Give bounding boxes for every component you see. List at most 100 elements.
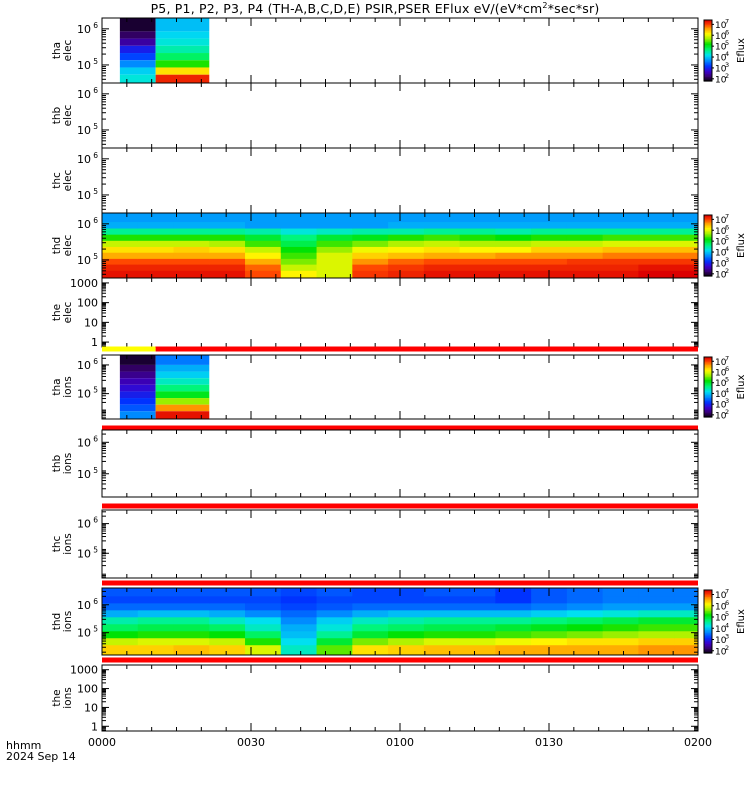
spectrogram-cell [423,588,461,597]
spectrogram-cell [316,240,353,248]
colorbar-segment [704,393,712,396]
spectrogram-cell [155,411,210,419]
y-tick-label: 1000 [70,664,98,677]
colorbar-segment [704,406,712,409]
colorbar-segment [704,623,712,626]
spectrogram-cell [566,638,604,646]
spectrogram-cell [388,234,425,242]
colorbar-segment [704,361,712,364]
quality-flag-bar [102,425,698,431]
spectrogram-cell [245,258,282,266]
spectrogram-cell [352,258,389,266]
spectrogram-cell [423,240,461,248]
panel-ylabel: thdelec [51,234,74,256]
spectrogram-cell [602,246,639,254]
y-tick-exponent: 5 [93,122,98,131]
spectrogram-cell [566,264,604,272]
colorbar-segment [704,596,712,599]
spectrogram-cell [674,645,698,655]
spectrogram-cell [209,258,246,266]
colorbar-segment [704,610,712,613]
colorbar-segment [704,379,712,382]
colorbar-segment [704,62,712,65]
spectrogram-cell [531,631,568,639]
colorbar-tick-label: 10 [715,216,727,226]
colorbar-tick-exponent: 7 [725,212,729,220]
panel-ylabel-line: the [51,304,63,321]
spectrogram-cell [316,258,353,266]
spectrogram-cell [602,603,639,611]
colorbar-segment [704,613,712,616]
spectrogram-cell [423,252,461,260]
spectrogram-cell [566,222,604,230]
spectrogram-cell [102,617,139,625]
colorbar-segment [704,358,712,361]
spectrogram-cell [173,624,210,632]
spectrogram-cell [352,213,389,223]
spectrogram-cell [245,270,282,278]
colorbar-segment [704,269,712,273]
spectrogram-cell [602,617,639,625]
y-tick-label: 10 [77,599,91,612]
spectrogram-cell [495,240,532,248]
spectrogram-cell [155,45,210,54]
quality-flag-bar [102,346,156,352]
spectrogram-cell [102,638,139,646]
colorbar-segment [704,364,712,367]
colorbar-segment [704,363,712,366]
spectrogram-cell [173,222,210,230]
colorbar-tick-label: 10 [715,259,727,269]
y-tick-label: 10 [77,254,91,267]
colorbar-segment [704,236,712,239]
spectrogram-cell [280,610,318,618]
spectrogram-cell [352,631,389,639]
colorbar-tick-exponent: 4 [725,245,729,253]
spectrogram-cell [352,222,389,230]
spectrogram-cell [280,228,318,236]
colorbar-label: Eflux [736,609,747,634]
y-tick-label: 10 [77,59,91,72]
spectrogram-cell [137,588,175,597]
y-tick-exponent: 6 [93,597,98,606]
colorbar-tick-label: 10 [715,358,727,368]
y-tick-label: 100 [77,683,98,696]
panel-ylabel-line: elec [62,301,74,323]
y-tick-exponent: 5 [93,252,98,261]
x-axis-unit-label: hhmm [6,739,42,752]
colorbar-segment [704,400,712,403]
colorbar-tick-label: 10 [715,390,727,400]
colorbar-segment [704,272,712,276]
colorbar-segment [704,73,712,76]
colorbar-tick-label: 10 [715,238,727,248]
y-tick-label: 100 [77,297,98,310]
colorbar-segment [704,638,712,641]
colorbar-tick-exponent: 5 [725,610,729,618]
colorbar-segment [704,39,712,42]
colorbar-segment [704,590,712,593]
spectrogram-cell [173,228,210,236]
colorbar-segment [704,616,712,619]
spectrogram-cell [388,631,425,639]
panel-ylabel-line: ions [62,376,74,397]
colorbar-segment [704,388,712,391]
colorbar-tick-exponent: 2 [725,408,729,416]
spectrogram-cell [102,596,139,604]
colorbar-tick-label: 10 [715,32,727,42]
spectrogram-cell [155,391,210,399]
spectrogram-cell [531,617,568,625]
spectrogram-cell [173,645,210,655]
colorbar-tick-exponent: 6 [725,365,729,373]
spectrogram-cell [602,234,639,242]
colorbar-tick-exponent: 6 [725,223,729,231]
spectrogram-cell [638,603,675,611]
panel-ylabel-line: ions [62,453,74,474]
y-tick-exponent: 6 [93,516,98,525]
y-tick-label: 1 [91,336,98,349]
panel-frame [101,509,699,579]
panel-ylabel: thdions [51,611,74,632]
spectrogram-cell [280,603,318,611]
colorbar-segment [704,403,712,406]
spectrogram-cell [566,213,604,223]
spectrogram-cell [119,364,156,372]
